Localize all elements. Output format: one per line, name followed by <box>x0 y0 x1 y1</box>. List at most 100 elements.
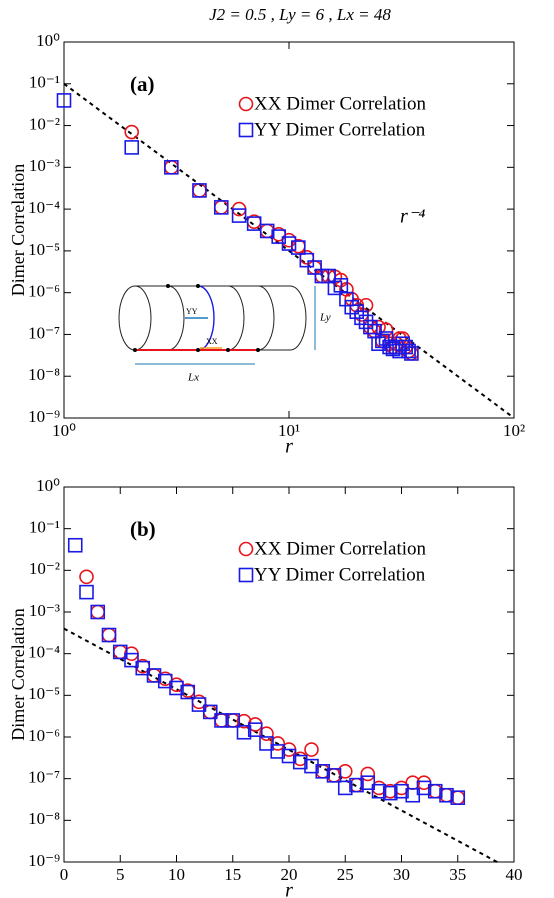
marker <box>405 787 421 803</box>
y-axis-label: Dimer Correlation <box>8 608 28 740</box>
x-tick-label: 35 <box>449 865 466 884</box>
marker <box>246 216 262 231</box>
marker <box>450 790 466 805</box>
marker <box>354 310 369 326</box>
panel-label: (b) <box>130 517 156 541</box>
x-tick-label: 25 <box>337 865 354 884</box>
marker <box>247 722 263 737</box>
y-tick-label: 10⁻⁹ <box>28 851 60 870</box>
y-tick-label: 10⁻² <box>29 559 60 578</box>
marker <box>326 768 342 783</box>
site <box>133 348 137 352</box>
legend-label: YY Dimer Correlation <box>254 119 426 140</box>
marker <box>259 726 274 742</box>
ring <box>227 285 245 351</box>
marker <box>124 652 139 668</box>
marker <box>231 208 247 223</box>
y-tick-label: 10⁻⁶ <box>28 726 60 745</box>
marker <box>164 160 179 175</box>
y-tick-label: 10⁻⁵ <box>28 240 60 259</box>
marker <box>146 668 162 683</box>
site <box>196 284 200 288</box>
y-tick-label: 10⁻⁴ <box>28 198 60 217</box>
x-tick-label: 10 <box>168 865 185 884</box>
inset-diagram: YY XX Ly Lx <box>118 284 331 384</box>
y-tick-label: 10⁻³ <box>29 156 60 175</box>
x-tick-label: 15 <box>224 865 241 884</box>
marker <box>382 785 398 801</box>
marker <box>394 783 409 799</box>
marker <box>315 764 331 779</box>
marker <box>339 291 354 307</box>
y-tick-label: 10⁻³ <box>29 601 60 620</box>
legend-marker <box>238 541 254 557</box>
marker <box>259 223 275 239</box>
x-tick-label: 5 <box>116 865 125 884</box>
y-tick-label: 10⁻⁹ <box>28 407 60 426</box>
marker <box>169 680 184 696</box>
marker <box>67 537 83 553</box>
marker <box>292 754 308 770</box>
site <box>196 348 200 352</box>
x-tick-label: 10² <box>503 421 525 440</box>
y-tick-label: 10⁻¹ <box>29 518 60 537</box>
legend-marker <box>238 96 254 112</box>
ring <box>257 285 275 351</box>
y-tick-label: 10⁻⁶ <box>28 282 60 301</box>
marker <box>439 787 454 803</box>
x-tick-label: 30 <box>393 865 410 884</box>
site <box>256 348 260 352</box>
ring <box>167 285 185 351</box>
marker <box>192 183 207 198</box>
marker <box>90 604 106 620</box>
marker <box>337 764 353 779</box>
marker <box>304 742 319 757</box>
marker <box>281 236 297 251</box>
inset-label: YY <box>186 307 198 316</box>
marker <box>180 684 196 700</box>
figure-title: J2 = 0.5 , Ly = 6 , Lx = 48 <box>209 5 391 24</box>
marker <box>101 627 117 643</box>
marker <box>259 736 274 751</box>
x-tick-label: 10⁰ <box>52 421 76 440</box>
y-tick-label: 10⁻⁸ <box>28 365 60 384</box>
marker <box>79 569 94 585</box>
x-axis-label: r <box>285 880 293 898</box>
cylinder-end <box>289 285 307 351</box>
x-tick-label: 20 <box>281 865 298 884</box>
y-axis-label: Dimer Correlation <box>8 164 28 296</box>
marker <box>427 783 443 799</box>
marker <box>214 713 229 728</box>
marker <box>371 336 386 352</box>
marker <box>56 93 72 108</box>
site <box>226 348 230 352</box>
x-tick-label: 10¹ <box>278 421 300 440</box>
legend-label: XX Dimer Correlation <box>254 538 427 559</box>
marker <box>270 736 286 751</box>
site <box>166 284 170 288</box>
marker <box>378 322 394 337</box>
annotation: r⁻⁴ <box>400 206 425 228</box>
inset-label: Lx <box>187 372 199 384</box>
y-tick-label: 10⁻² <box>29 114 60 133</box>
marker <box>90 604 106 620</box>
y-tick-label: 10⁻⁸ <box>28 809 60 828</box>
y-tick-label: 10⁻⁴ <box>28 643 60 662</box>
marker <box>79 584 94 600</box>
marker <box>192 183 207 198</box>
x-tick-label: 0 <box>60 865 69 884</box>
marker <box>416 780 432 796</box>
marker <box>358 314 374 330</box>
legend-marker <box>238 567 254 583</box>
x-tick-label: 40 <box>506 865 523 884</box>
fit-line <box>63 82 515 419</box>
marker <box>101 627 117 643</box>
marker <box>360 766 376 782</box>
marker <box>236 724 252 740</box>
marker <box>349 777 364 793</box>
y-tick-label: 10⁻⁷ <box>28 768 60 787</box>
inset-label: Ly <box>319 312 331 324</box>
marker <box>225 713 241 728</box>
panel-label: (a) <box>130 72 155 96</box>
marker <box>124 124 140 140</box>
